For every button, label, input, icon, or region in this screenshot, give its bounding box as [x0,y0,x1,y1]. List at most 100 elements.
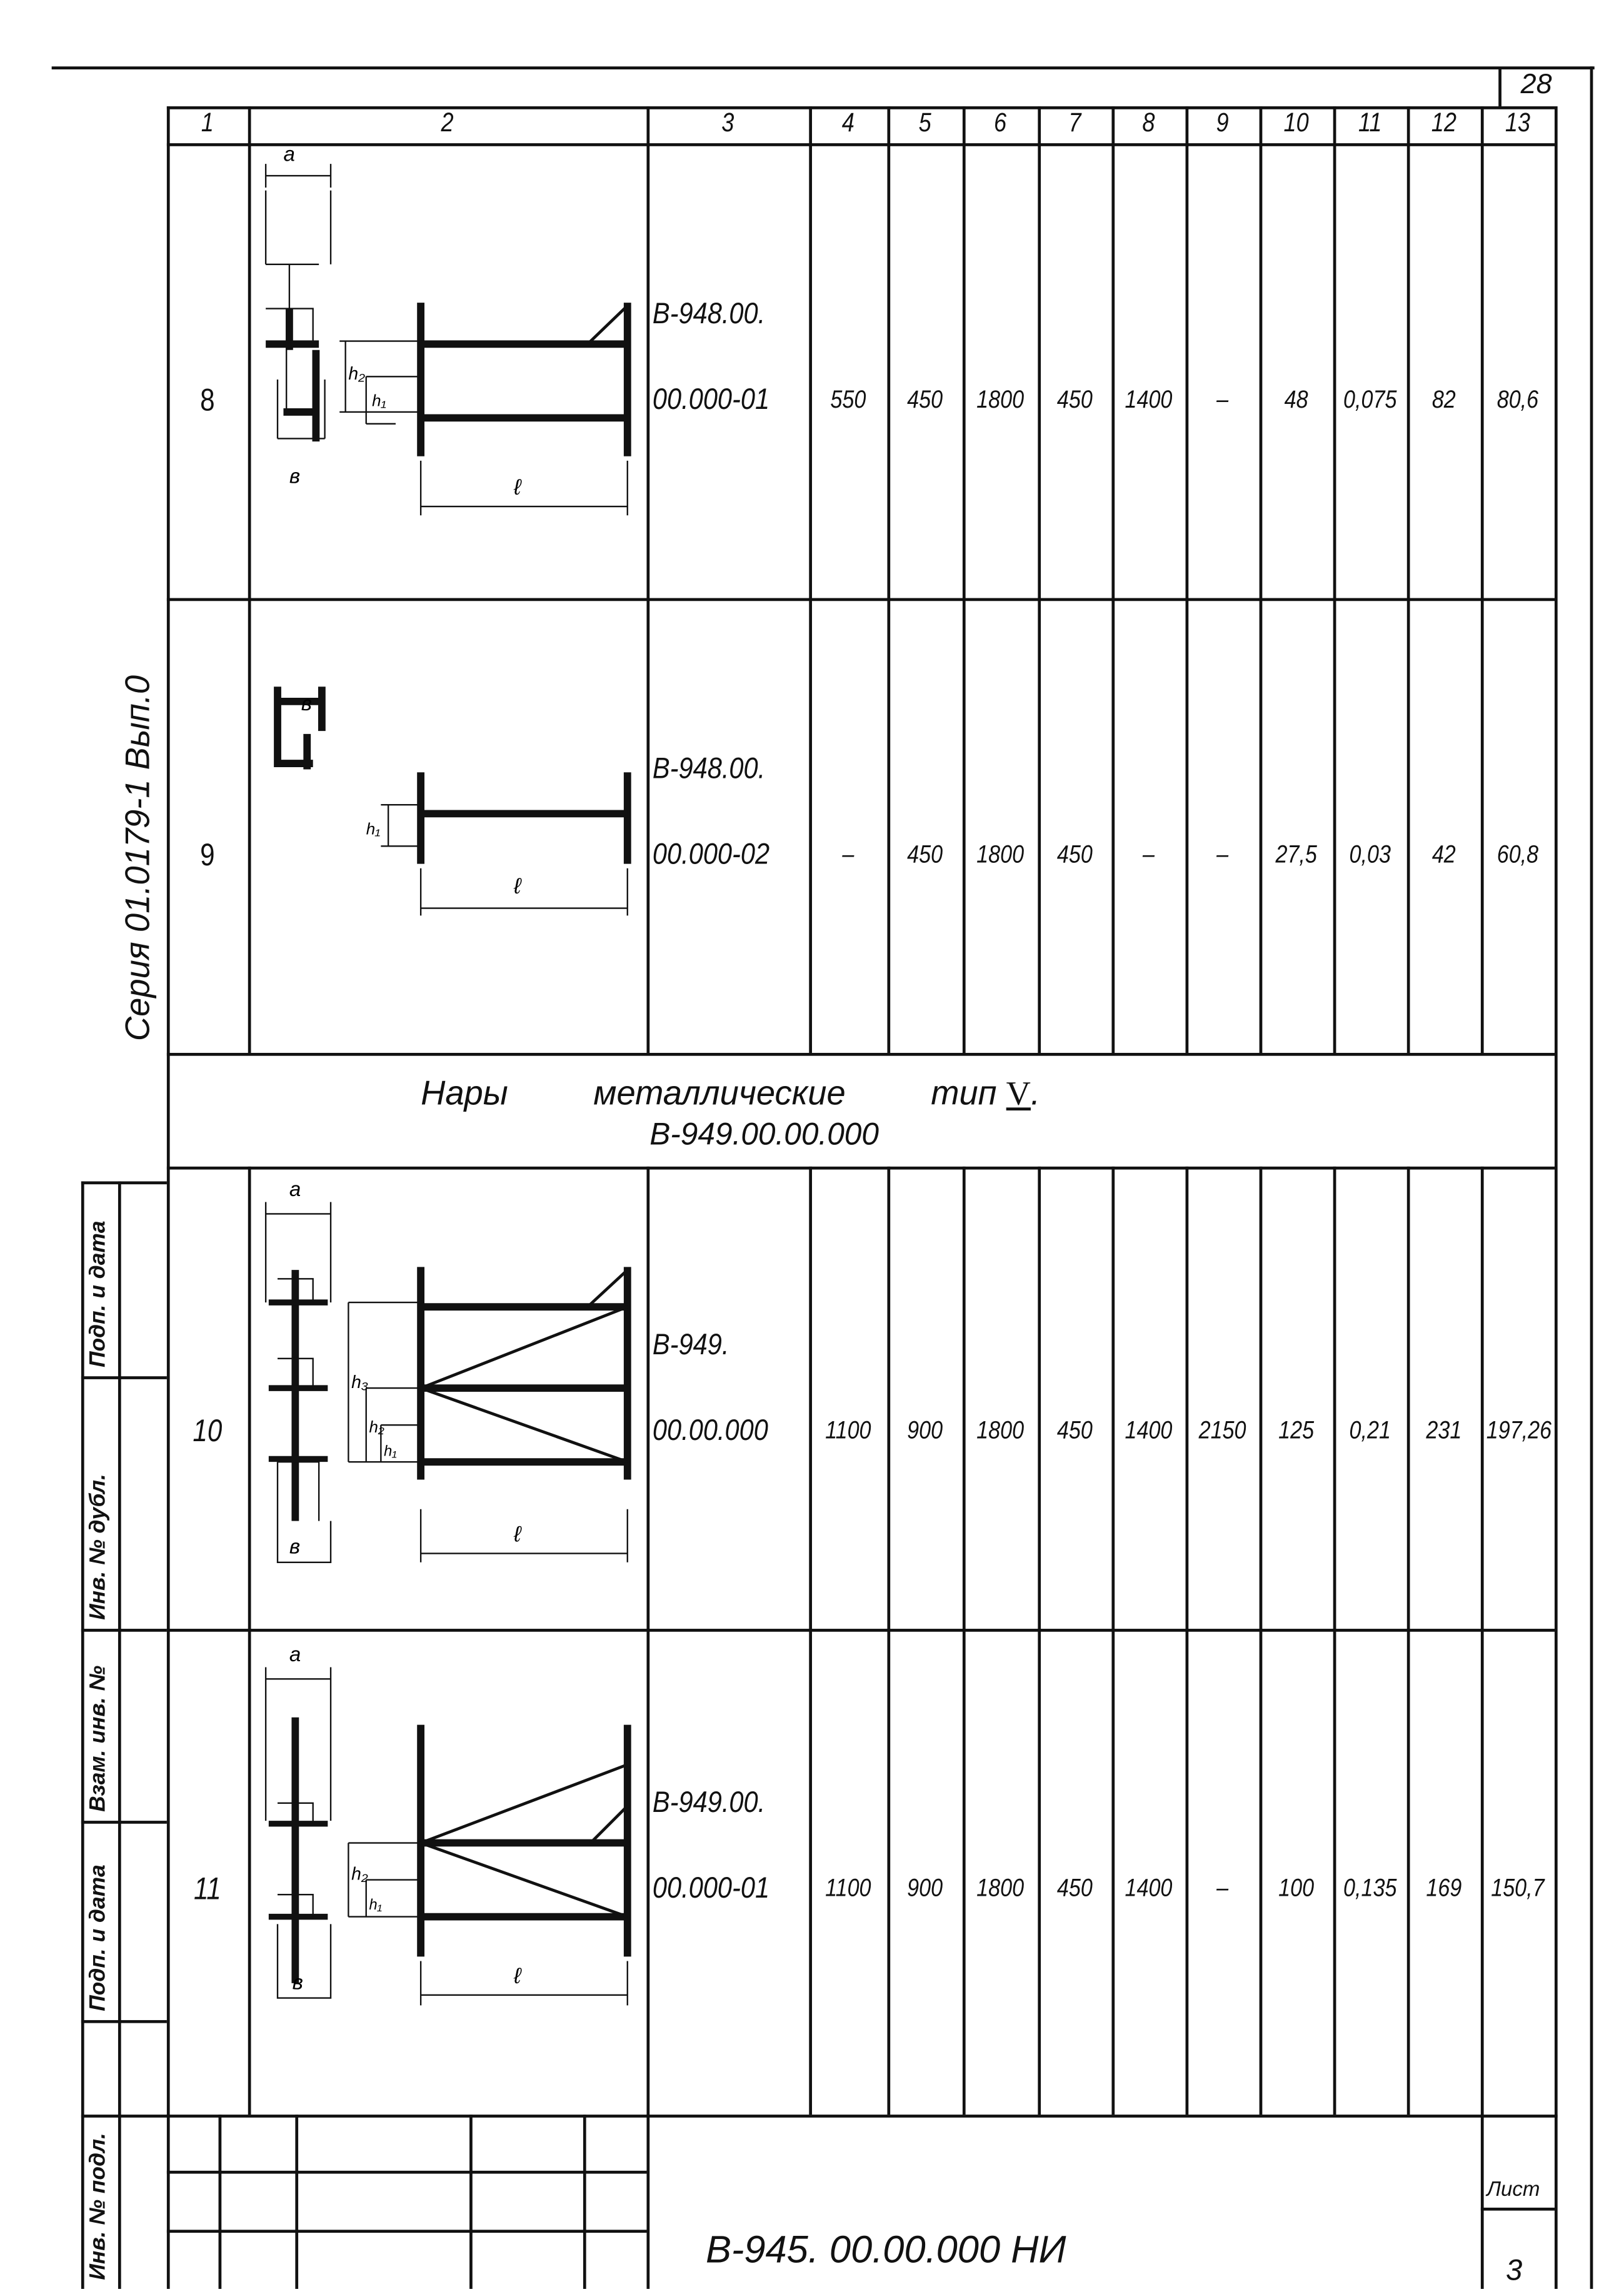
column-header-1: 1 [201,108,214,138]
column-line [1185,106,1188,1053]
svg-text:h₂: h₂ [348,364,365,384]
cell-col-5: 450 [907,840,943,868]
column-line [1259,1166,1262,2115]
title-block-line [166,2230,647,2232]
cell-col-11: 0,075 [1343,385,1397,414]
header-bottom-line [166,143,1555,146]
stamp-border [81,1181,84,2289]
cell-col-10: 27,5 [1275,840,1317,868]
cell-col-6: 1800 [976,1874,1025,1902]
row-number: 8 [200,384,215,418]
table-top-line [166,106,1555,109]
cell-col-8: – [1142,840,1155,868]
part-code-line2: 00.00.000 [652,1414,768,1447]
column-line [1038,1166,1040,2115]
section-title: Нары металлические тип V. [421,1074,1040,1114]
column-line [248,106,251,1053]
cell-col-8: 1400 [1125,1416,1173,1444]
part-code-line1: B-949.00. [652,1786,766,1819]
cell-col-11: 0,135 [1343,1874,1397,1902]
stamp-row-line [81,1821,167,1823]
cell-col-4: 1100 [825,1874,871,1902]
svg-text:a: a [289,1178,301,1201]
cell-col-11: 0,21 [1349,1416,1391,1444]
cell-col-12: 231 [1426,1416,1462,1444]
svg-text:h₁: h₁ [366,819,381,838]
cell-col-7: 450 [1056,1416,1093,1444]
title-block-line [583,2115,586,2289]
section-type-numeral: V [1006,1075,1031,1112]
column-line [887,1166,890,2115]
stamp-row-line [81,1376,167,1379]
svg-text:ℓ: ℓ [513,1522,522,1547]
cell-col-6: 1800 [976,385,1025,414]
cell-col-10: 100 [1278,1874,1315,1902]
row-number: 11 [193,1872,221,1907]
cell-col-13: 60,8 [1496,840,1539,868]
cell-col-8: 1400 [1125,385,1173,414]
series-title: Серия 01.0179-1 Вып.0 [118,675,157,1042]
cell-col-5: 450 [907,385,943,414]
section-title-end: . [1030,1074,1041,1112]
column-line [1406,1166,1410,2115]
title-block-top [81,2115,1558,2118]
cell-col-7: 450 [1056,840,1093,868]
column-header-5: 5 [918,108,931,138]
svg-text:a: a [289,1643,301,1666]
column-line [1111,1166,1114,2115]
stamp-label: Инв. № дубл. [85,1474,111,1620]
column-line [1480,106,1483,1053]
column-line [962,106,965,1053]
cell-col-13: 150,7 [1491,1874,1545,1902]
cell-col-6: 1800 [976,840,1025,868]
cell-col-4: 1100 [825,1416,871,1444]
cell-col-13: 197,26 [1486,1416,1552,1444]
section-code: B-949.00.00.000 [649,1117,879,1152]
svg-text:в: в [293,1971,303,1994]
cell-col-9: – [1216,385,1229,414]
row-divider [166,1052,1555,1055]
svg-text:h₂: h₂ [351,1864,368,1884]
top-border [51,66,1595,70]
stamp-row-line [81,1629,167,1631]
title-block-line [469,2115,472,2289]
part-code-line2: 00.000-01 [652,384,770,417]
svg-text:ℓ: ℓ [513,1963,522,1988]
column-line [962,1166,965,2115]
part-code-line1: B-949. [652,1329,729,1362]
section-word-1: Нары [421,1074,508,1112]
svg-text:ℓ: ℓ [513,873,522,898]
table-border [1554,106,1558,2289]
cell-col-5: 900 [907,1874,943,1902]
column-line [809,1166,811,2115]
cell-col-5: 900 [907,1416,943,1444]
stamp-row-line [81,1181,167,1184]
sheet-box-line [1480,2115,1483,2289]
part-code-line2: 00.000-01 [652,1872,770,1905]
cell-col-9: 2150 [1198,1416,1246,1444]
column-header-10: 10 [1283,108,1309,138]
stamp-row-line [81,2020,167,2023]
column-header-7: 7 [1068,108,1081,138]
cell-col-9: – [1216,1874,1229,1902]
sheet-box-line [1480,2207,1555,2210]
cell-col-12: 169 [1426,1874,1462,1902]
section-word-3: тип [931,1074,997,1112]
row-divider [166,1629,1555,1631]
sheet-number: 3 [1506,2255,1523,2288]
stamp-divider [118,1181,121,2289]
column-line [1185,1166,1188,2115]
stamp-label: Подп. и дата [85,1220,111,1368]
cell-col-12: 82 [1431,385,1456,414]
column-header-2: 2 [441,108,454,138]
svg-text:h₂: h₂ [369,1417,384,1436]
title-block-line [295,2115,298,2289]
cell-col-11: 0,03 [1349,840,1391,868]
column-line [1038,106,1040,1053]
part-code-line1: B-948.00. [652,298,766,331]
svg-text:h₁: h₁ [369,1897,382,1913]
